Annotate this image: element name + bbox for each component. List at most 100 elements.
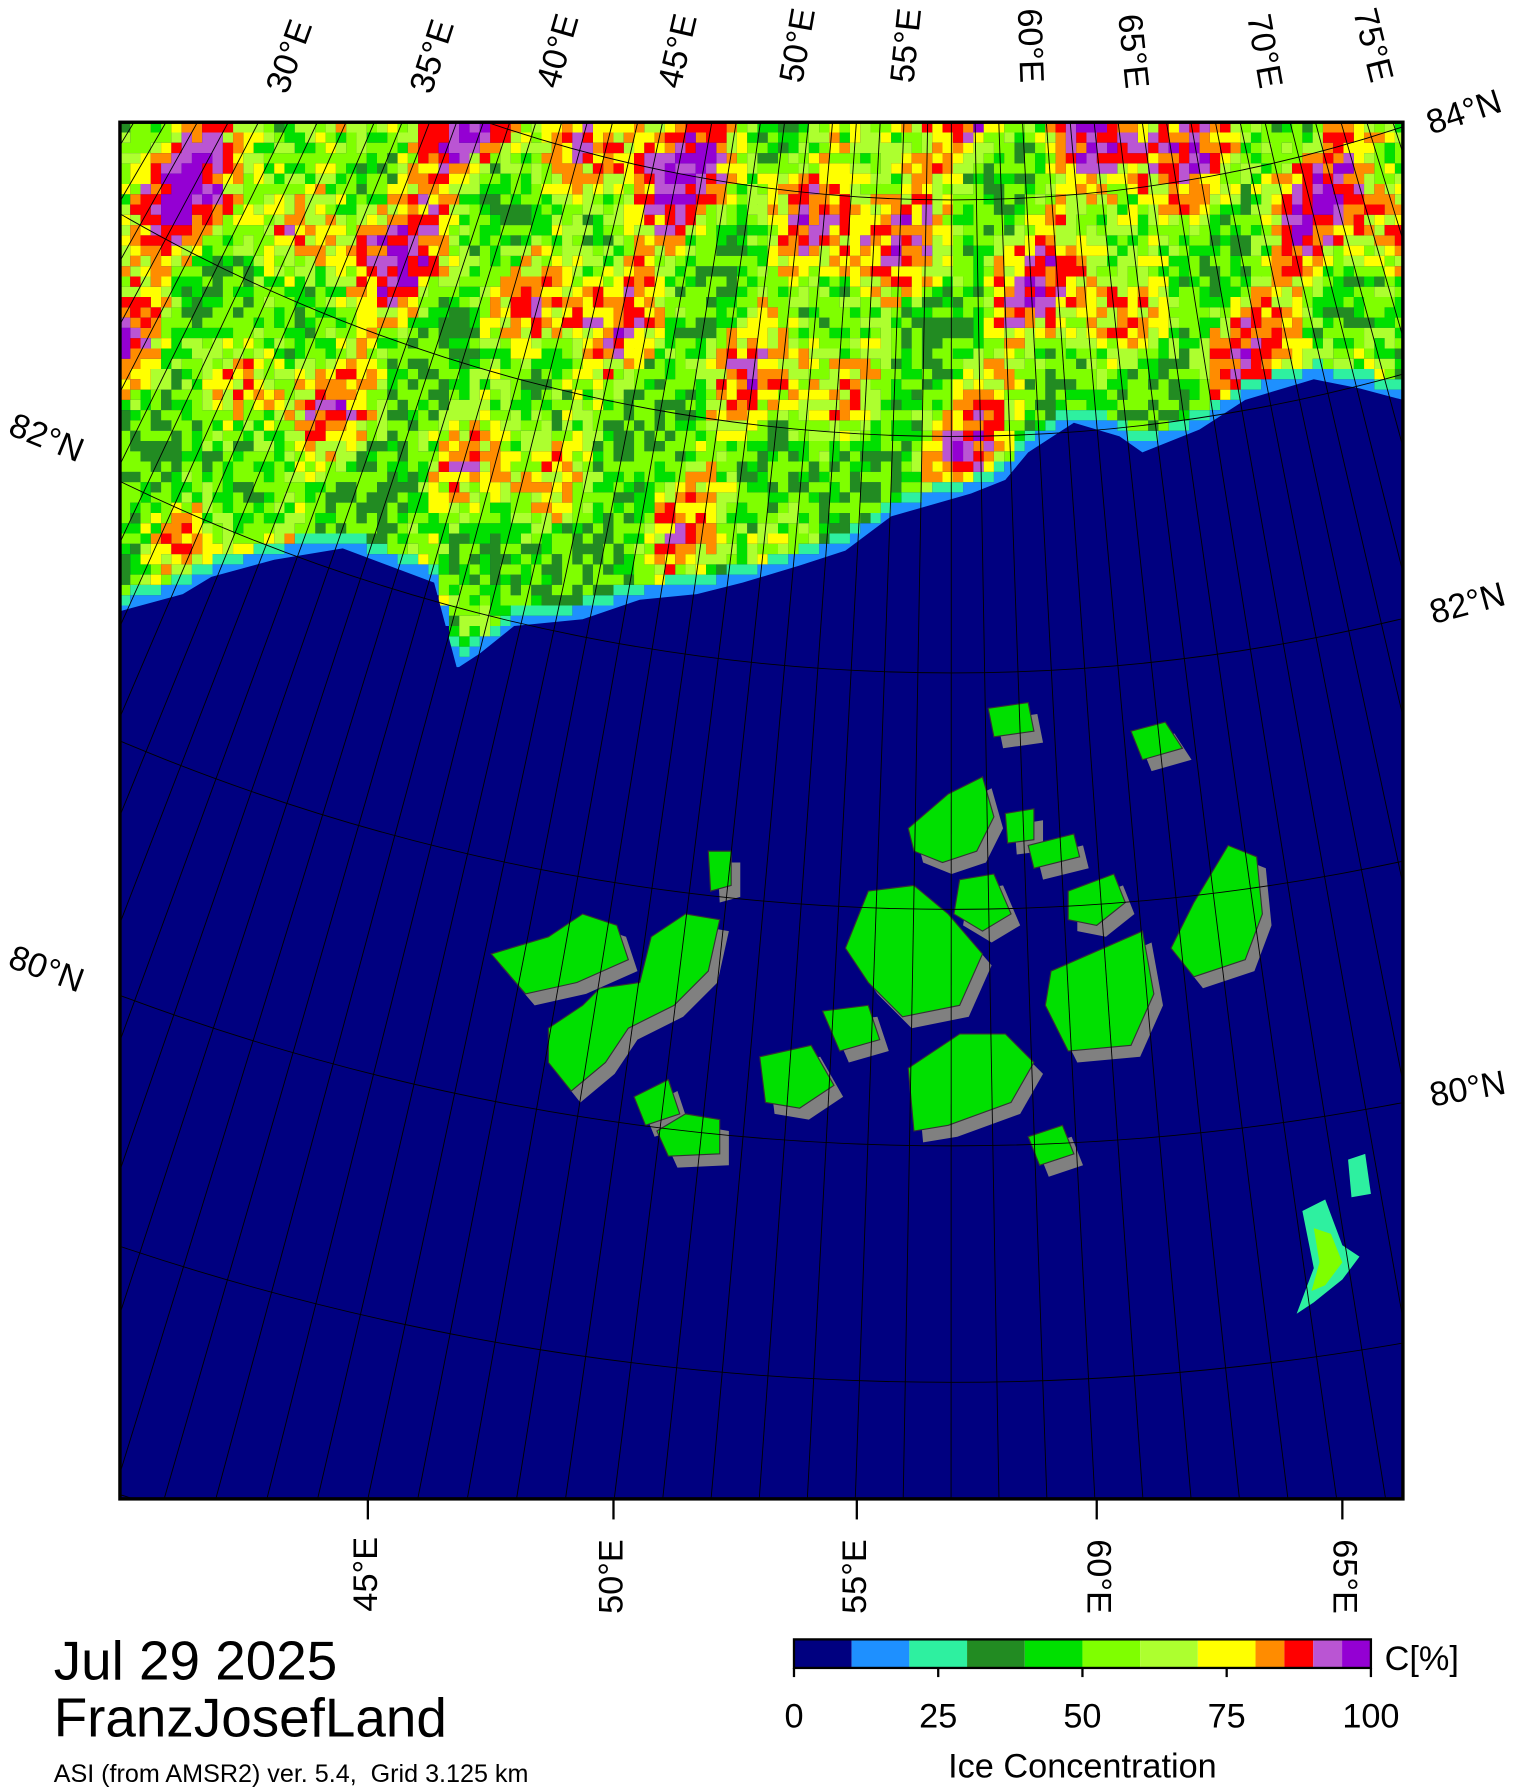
map-frame <box>118 120 1405 1501</box>
island <box>1004 808 1035 844</box>
island <box>490 913 630 995</box>
colorbar-tick-label: 0 <box>784 1697 803 1735</box>
meridian <box>1314 122 1403 449</box>
top-longitude-label: 50°E <box>773 5 823 85</box>
meridian <box>119 122 484 1172</box>
meridian <box>1069 122 1192 1499</box>
colorbar-segment <box>967 1639 1025 1668</box>
right-latitude-label: 84°N <box>1422 82 1507 142</box>
islands <box>490 701 1371 1314</box>
meridian <box>215 122 588 1499</box>
meridian <box>317 122 639 1499</box>
meridian <box>1239 122 1403 887</box>
meridian <box>119 122 431 925</box>
ice-cells <box>119 122 1403 606</box>
meridian <box>119 122 198 262</box>
meridian <box>367 122 664 1499</box>
meridian <box>613 122 786 1499</box>
meridian <box>1264 122 1403 719</box>
colorbar-segment <box>1082 1639 1141 1668</box>
island <box>844 884 984 1018</box>
meridian <box>1117 122 1289 1499</box>
colorbar-label: Ice Concentration <box>948 1748 1217 1786</box>
colorbar-tick-label: 25 <box>919 1697 957 1735</box>
meridian <box>1141 122 1338 1499</box>
top-longitude-label: 75°E <box>1345 4 1400 86</box>
bottom-longitude-label: 55°E <box>836 1539 874 1614</box>
bottom-longitude-label: 65°E <box>1325 1539 1363 1614</box>
colorbar-segment <box>1255 1639 1285 1668</box>
meridian <box>758 122 857 1499</box>
meridian <box>1190 122 1403 1322</box>
top-longitude-label: 40°E <box>529 10 586 92</box>
colorbar-segment <box>793 1639 852 1668</box>
island <box>1067 873 1126 926</box>
meridian <box>516 122 737 1499</box>
colorbar-tick-label: 75 <box>1208 1697 1246 1735</box>
ice-cells <box>119 122 1403 647</box>
meridian <box>119 122 229 326</box>
meridian <box>119 122 259 394</box>
meridian <box>1465 0 1516 1587</box>
colorbar-segment <box>851 1639 910 1668</box>
meridian <box>119 122 347 628</box>
meridian <box>119 122 458 1043</box>
colorbar-segment <box>1024 1639 1083 1668</box>
ice-cells <box>119 122 1365 544</box>
bottom-longitude-label: 50°E <box>593 1539 631 1614</box>
right-latitude-label: 80°N <box>1427 1064 1509 1115</box>
meridian <box>266 122 614 1499</box>
top-longitude-label: 65°E <box>1110 12 1156 90</box>
meridian <box>119 122 511 1316</box>
island <box>1027 833 1081 869</box>
meridian <box>806 122 881 1499</box>
colorbar-segment <box>1313 1639 1343 1668</box>
top-longitude-label: 60°E <box>1010 8 1051 84</box>
top-longitude-label: 30°E <box>259 15 320 98</box>
island <box>907 1033 1035 1132</box>
ice-patch <box>1348 1153 1371 1198</box>
island <box>707 850 732 892</box>
meridian <box>1340 122 1403 339</box>
top-longitude-label: 70°E <box>1239 11 1289 91</box>
island <box>633 1078 681 1127</box>
meridian <box>1022 122 1096 1499</box>
meridian <box>998 122 1048 1499</box>
parallel <box>486 122 1403 200</box>
meridian <box>119 122 537 1475</box>
meridian <box>0 0 123 1091</box>
colorbar-segment <box>909 1639 968 1668</box>
ice-cells <box>119 122 1403 575</box>
island <box>1044 930 1155 1052</box>
meridian <box>565 122 761 1499</box>
meridian <box>1045 122 1144 1499</box>
colorbar-segment <box>1197 1639 1256 1668</box>
colorbar-segment <box>1284 1639 1314 1668</box>
meridian <box>1404 0 1516 1649</box>
meridian <box>662 122 810 1499</box>
island <box>1170 844 1263 978</box>
meridian <box>417 122 688 1499</box>
meridian <box>1425 0 1516 1629</box>
meridian <box>1093 122 1240 1499</box>
meridian <box>119 122 403 817</box>
top-longitude-label: 35°E <box>403 15 462 98</box>
colorbar-tick-label: 100 <box>1342 1697 1399 1735</box>
meridian <box>1445 0 1516 1609</box>
colorbar-segment <box>1342 1639 1371 1668</box>
meridian <box>974 122 1000 1499</box>
meridian <box>710 122 833 1499</box>
island <box>656 1113 721 1157</box>
meridian <box>119 122 375 719</box>
island <box>1130 721 1184 761</box>
meridian <box>854 122 905 1499</box>
island <box>821 1004 881 1052</box>
top-longitude-label: 45°E <box>651 10 705 91</box>
meridian <box>1505 0 1516 1541</box>
island <box>987 701 1035 738</box>
island <box>1027 1124 1075 1166</box>
date-title: Jul 29 2025 <box>54 1629 338 1691</box>
